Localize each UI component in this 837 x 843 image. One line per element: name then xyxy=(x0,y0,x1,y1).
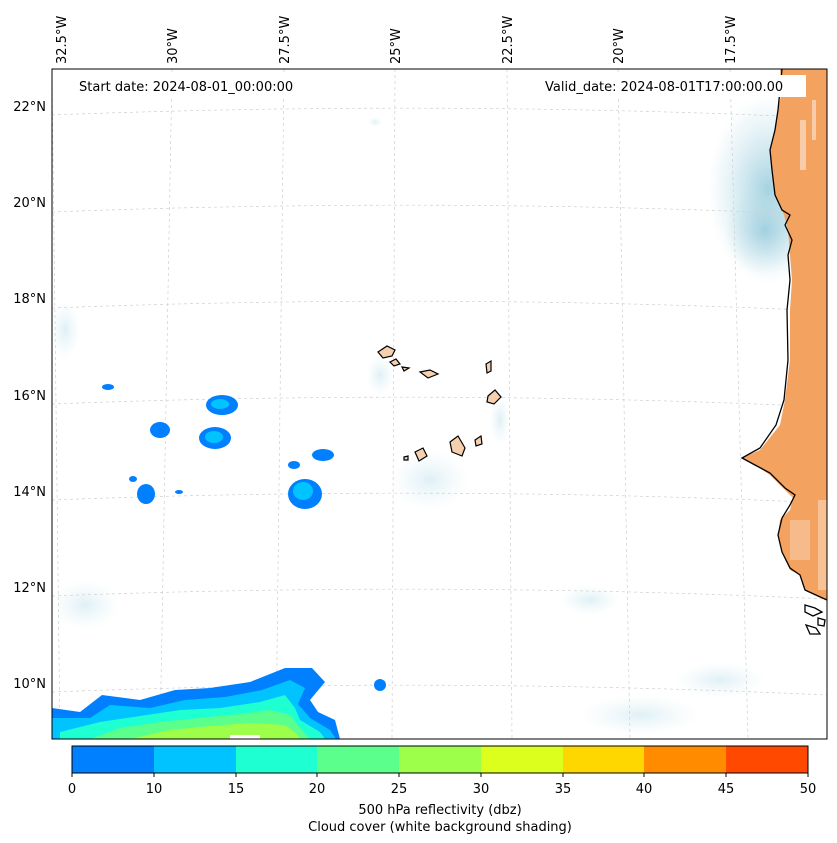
colorbar-label-reflectivity: 500 hPa reflectivity (dbz) xyxy=(358,803,521,818)
colorbar-swatch-20-25 xyxy=(317,746,399,773)
lon-label-22-5w: 22.5°W xyxy=(501,16,516,64)
colorbar-swatch-35-40 xyxy=(563,746,644,773)
africa-land xyxy=(742,69,827,600)
colorbar-swatch-10-15 xyxy=(154,746,236,773)
map-panel xyxy=(52,69,827,739)
coastal-islets xyxy=(804,604,826,635)
colorbar-tick-label: 50 xyxy=(800,782,817,797)
start-date-box xyxy=(72,75,310,97)
colorbar-tick-label: 0 xyxy=(68,782,76,797)
colorbar-tick-label: 45 xyxy=(718,782,735,797)
lon-label-30w: 30°W xyxy=(166,28,181,64)
colorbar-tick-label: 25 xyxy=(391,782,408,797)
latitude-labels: 22°N 20°N 18°N 16°N 14°N 12°N 10°N xyxy=(13,100,46,692)
longitude-labels: 32.5°W 30°W 27.5°W 25°W 22.5°W 20°W 17.5… xyxy=(55,16,739,64)
colorbar-swatch-25-30 xyxy=(399,746,481,773)
graticule xyxy=(52,69,827,739)
lat-label-14n: 14°N xyxy=(13,485,46,500)
africa-coastline xyxy=(740,69,827,601)
valid-date-label: Valid_date: 2024-08-01T17:00:00.00 xyxy=(545,80,783,95)
colorbar-tick-label: 40 xyxy=(636,782,653,797)
colorbar-tick-label: 15 xyxy=(228,782,245,797)
colorbar-tick-label: 35 xyxy=(555,782,572,797)
reflectivity-echoes xyxy=(52,384,386,739)
colorbar-swatch-0-10 xyxy=(72,746,154,773)
valid-date-box xyxy=(540,75,806,97)
colorbar-tick-label: 30 xyxy=(473,782,490,797)
lat-label-12n: 12°N xyxy=(13,581,46,596)
colorbar-tick-labels: 0 10 15 20 25 30 35 40 45 50 xyxy=(68,782,816,797)
colorbar-frame xyxy=(71,745,809,774)
lon-label-27-5w: 27.5°W xyxy=(278,16,293,64)
lon-label-17-5w: 17.5°W xyxy=(724,16,739,64)
colorbar-tick-label: 10 xyxy=(146,782,163,797)
lat-label-16n: 16°N xyxy=(13,389,46,404)
colorbar-swatch-30-35 xyxy=(481,746,563,773)
colorbar-swatch-40-45 xyxy=(644,746,726,773)
lat-label-22n: 22°N xyxy=(13,100,46,115)
lat-label-10n: 10°N xyxy=(13,677,46,692)
colorbar-swatch-15-20 xyxy=(236,746,317,773)
lon-label-25w: 25°W xyxy=(389,28,404,64)
lat-label-18n: 18°N xyxy=(13,292,46,307)
lon-label-32-5w: 32.5°W xyxy=(55,16,70,64)
colorbar-tick-label: 20 xyxy=(309,782,326,797)
map-frame xyxy=(51,68,828,740)
land-shading-streaks xyxy=(790,100,827,590)
lon-label-20w: 20°W xyxy=(612,28,627,64)
cape-verde-islands xyxy=(377,345,502,462)
colorbar: 0 10 15 20 25 30 35 40 45 50 500 hPa ref… xyxy=(68,745,816,835)
colorbar-swatch-45-50 xyxy=(726,746,808,773)
lat-label-20n: 20°N xyxy=(13,196,46,211)
start-date-label: Start date: 2024-08-01_00:00:00 xyxy=(79,80,293,95)
colorbar-label-cloud-cover: Cloud cover (white background shading) xyxy=(308,820,572,835)
colorbar-ticks xyxy=(71,773,809,777)
